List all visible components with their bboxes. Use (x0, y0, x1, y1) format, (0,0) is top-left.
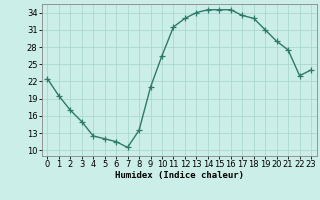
X-axis label: Humidex (Indice chaleur): Humidex (Indice chaleur) (115, 171, 244, 180)
